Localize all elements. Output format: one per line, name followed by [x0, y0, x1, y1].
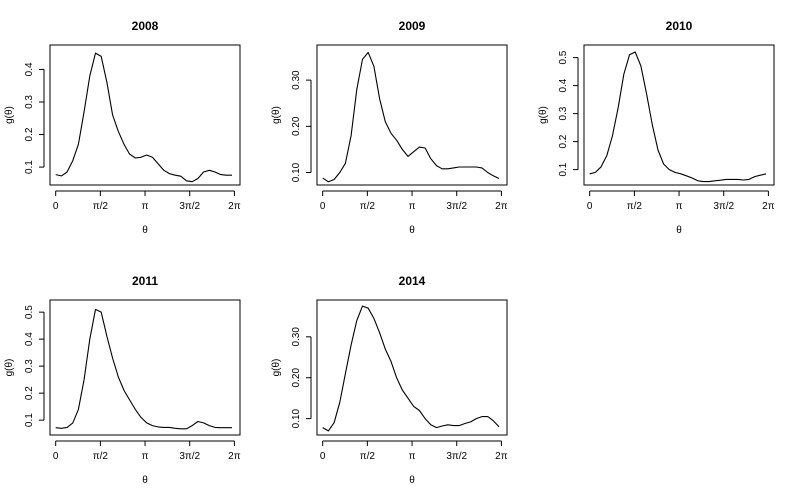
density-line: [322, 51, 500, 183]
y-tick-label: 0.1: [558, 162, 569, 176]
y-tick-label: 0.1: [24, 160, 35, 174]
x-tick-label: 2π: [228, 451, 241, 462]
x-tick-label: π: [409, 451, 416, 462]
panel-title: 2014: [399, 274, 426, 288]
x-tick-label: 2π: [762, 201, 775, 212]
plot-frame: [49, 44, 241, 186]
panel-2010: 2010 0 π/2 π 3π/2 2π θ 0.1 0.2 0.3 0.4 0.5 g(θ): [538, 19, 775, 236]
y-axis-label: g(θ): [538, 106, 549, 124]
panel-2011: 2011 0 π/2 π 3π/2 2π θ 0.1 0.2 0.3 0.4 0.5 g(θ): [4, 274, 241, 486]
y-tick-label: 0.30: [291, 327, 302, 347]
plot-frame: [49, 299, 241, 436]
x-tick-label: π: [142, 201, 149, 212]
panel-2014: 2014 0 π/2 π 3π/2 2π θ 0.10 0.20 0.30 g(θ): [271, 274, 508, 486]
x-tick-label: 0: [320, 201, 326, 212]
x-tick-label: π: [676, 201, 683, 212]
y-tick-label: 0.10: [291, 162, 302, 182]
y-tick-label: 0.2: [558, 134, 569, 148]
panel-title: 2008: [132, 19, 159, 33]
panel-2008: 2008 0 π/2 π 3π/2 2π θ 0.1 0.2 0.3 0.4 g(θ): [4, 19, 241, 236]
y-tick-label: 0.4: [558, 78, 569, 92]
plot-frame: [316, 44, 508, 186]
y-tick-label: 0.4: [24, 62, 35, 76]
panel-2009: 2009 0 π/2 π 3π/2 2π θ 0.10 0.20 0.30 g(θ): [271, 19, 508, 236]
plot-frame: [583, 44, 775, 186]
y-tick-label: 0.1: [24, 413, 35, 427]
x-tick-label: 0: [587, 201, 593, 212]
density-line: [589, 51, 767, 183]
y-axis-label: g(θ): [4, 359, 15, 377]
y-axis-label: g(θ): [4, 106, 15, 124]
panel-title: 2010: [666, 19, 693, 33]
y-tick-label: 0.5: [558, 50, 569, 64]
x-tick-label: π/2: [627, 201, 643, 212]
x-tick-label: 2π: [495, 201, 508, 212]
x-tick-label: 0: [53, 451, 59, 462]
plot-frame: [316, 299, 508, 436]
y-tick-label: 0.20: [291, 116, 302, 136]
density-line: [55, 52, 232, 183]
y-tick-label: 0.2: [24, 127, 35, 141]
x-tick-label: 2π: [228, 201, 241, 212]
panel-title: 2011: [132, 274, 158, 288]
x-tick-label: 0: [53, 201, 59, 212]
y-tick-label: 0.20: [291, 368, 302, 388]
x-tick-label: 0: [320, 451, 326, 462]
x-tick-label: π: [409, 201, 416, 212]
y-axis-label: g(θ): [271, 359, 282, 377]
x-tick-label: 3π/2: [446, 201, 467, 212]
x-tick-label: 3π/2: [179, 451, 200, 462]
y-axis-label: g(θ): [271, 106, 282, 124]
panel-title: 2009: [399, 19, 426, 33]
x-tick-label: π/2: [360, 201, 376, 212]
x-tick-label: π/2: [360, 451, 376, 462]
x-axis-label: θ: [142, 225, 148, 236]
x-tick-label: π/2: [93, 201, 109, 212]
y-tick-label: 0.5: [24, 305, 35, 319]
y-tick-label: 0.30: [291, 70, 302, 90]
x-axis-label: θ: [676, 225, 682, 236]
x-axis-label: θ: [142, 475, 148, 486]
x-axis-label: θ: [409, 225, 415, 236]
x-axis-label: θ: [409, 475, 415, 486]
density-line: [322, 305, 500, 432]
x-tick-label: 3π/2: [713, 201, 734, 212]
y-tick-label: 0.3: [24, 359, 35, 373]
y-tick-label: 0.3: [24, 95, 35, 109]
x-tick-label: π/2: [93, 451, 109, 462]
y-tick-label: 0.4: [24, 332, 35, 346]
x-tick-label: 2π: [495, 451, 508, 462]
density-line: [55, 308, 232, 430]
y-tick-label: 0.3: [558, 106, 569, 120]
x-tick-label: 3π/2: [446, 451, 467, 462]
y-tick-label: 0.10: [291, 408, 302, 428]
x-tick-label: π: [142, 451, 149, 462]
y-tick-label: 0.2: [24, 386, 35, 400]
x-tick-label: 3π/2: [179, 201, 200, 212]
